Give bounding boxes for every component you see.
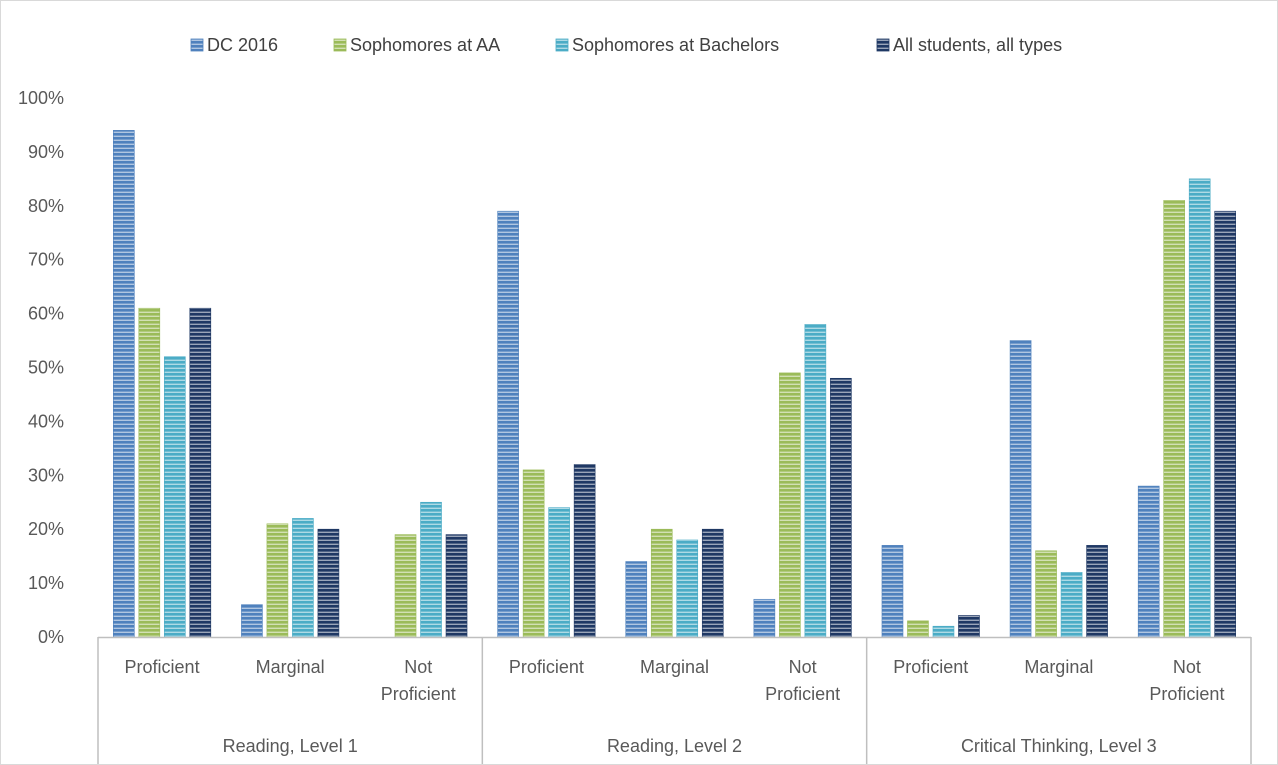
bar-sophomores-at-bachelors [932,625,955,638]
category-label-not-proficient: Not Proficient [765,657,840,704]
bar-sophomores-at-aa [650,528,673,638]
y-tick-label: 0% [38,627,64,647]
category-label-proficient: Proficient [509,657,584,677]
legend-item-all-students-all-types: All students, all types [876,35,1062,55]
bar-all-students-all-types [1214,210,1236,638]
bar-dc-2016 [881,545,904,638]
y-tick-label: 70% [28,250,64,270]
bar-dc-2016 [1137,485,1160,638]
bar-sophomores-at-bachelors [1060,572,1083,638]
category-label-proficient: Proficient [893,657,968,677]
category-label-marginal: Marginal [1024,657,1093,677]
bar-all-students-all-types [573,464,596,638]
bars [113,130,1236,638]
legend-label-sophomores-at-aa: Sophomores at AA [350,35,500,55]
bar-dc-2016 [241,604,263,638]
bar-sophomores-at-aa [1163,200,1185,638]
bar-sophomores-at-aa [522,469,545,638]
bar-all-students-all-types [189,307,212,638]
group-label-reading-level-1: Reading, Level 1 [223,736,358,756]
legend-swatch-dc-2016 [190,38,204,52]
bar-sophomores-at-bachelors [292,518,314,638]
bar-sophomores-at-bachelors [420,501,442,638]
bar-all-students-all-types [317,528,340,638]
y-axis: 0% 10% 20% 30% 40% 50% 60% 70% 80% 90% 100% [18,88,64,647]
legend-swatch-sophomores-at-bachelors [555,38,569,52]
x-axis: Proficient Marginal Not Proficient Proficien… [97,636,1252,764]
legend: DC 2016 Sophomores at AA Sophomores at Bac… [190,35,1062,55]
bar-all-students-all-types [830,377,852,638]
legend-label-all-students-all-types: All students, all types [893,35,1062,55]
group-label-critical-thinking-level-3: Critical Thinking, Level 3 [961,736,1157,756]
bar-dc-2016 [625,561,648,638]
bar-dc-2016 [753,598,776,638]
bar-sophomores-at-bachelors [676,539,699,638]
y-tick-label: 10% [28,573,64,593]
bar-sophomores-at-aa [779,372,801,638]
category-label-marginal: Marginal [640,657,709,677]
bar-all-students-all-types [445,534,468,638]
y-tick-label: 40% [28,411,64,431]
bar-sophomores-at-bachelors [804,324,827,638]
bar-all-students-all-types [1086,545,1108,638]
y-tick-label: 30% [28,465,64,485]
y-tick-label: 50% [28,358,64,378]
bar-sophomores-at-aa [1035,550,1057,638]
bar-sophomores-at-aa [266,523,289,638]
y-tick-label: 20% [28,519,64,539]
legend-swatch-sophomores-at-aa [333,38,347,52]
legend-label-sophomores-at-bachelors: Sophomores at Bachelors [572,35,779,55]
bar-sophomores-at-aa [138,307,161,638]
legend-swatch-all-students-all-types [876,38,890,52]
bar-sophomores-at-bachelors [164,356,186,638]
y-tick-label: 100% [18,88,64,108]
bar-all-students-all-types [958,615,980,638]
legend-label-dc-2016: DC 2016 [207,35,278,55]
bar-sophomores-at-bachelors [548,507,570,638]
group-label-reading-level-2: Reading, Level 2 [607,736,742,756]
bar-sophomores-at-aa [394,534,417,638]
category-label-not-proficient: Not Proficient [381,657,456,704]
category-label-marginal: Marginal [256,657,325,677]
y-tick-label: 90% [28,142,64,162]
category-label-proficient: Proficient [125,657,200,677]
bar-dc-2016 [497,210,519,638]
bar-all-students-all-types [701,528,724,638]
legend-item-sophomores-at-aa: Sophomores at AA [333,35,500,55]
bar-sophomores-at-aa [907,620,929,638]
y-tick-label: 80% [28,196,64,216]
bar-dc-2016 [1009,340,1032,638]
legend-item-dc-2016: DC 2016 [190,35,278,55]
y-tick-label: 60% [28,304,64,324]
bar-dc-2016 [113,130,135,638]
legend-item-sophomores-at-bachelors: Sophomores at Bachelors [555,35,779,55]
bar-sophomores-at-bachelors [1188,178,1211,638]
category-label-not-proficient: Not Proficient [1149,657,1224,704]
